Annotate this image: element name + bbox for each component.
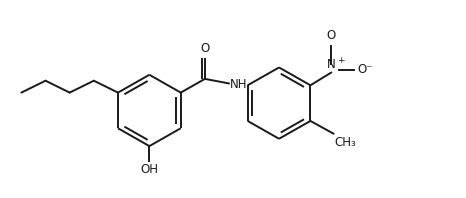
Text: O: O	[327, 29, 336, 42]
Text: NH: NH	[230, 78, 247, 91]
Text: O⁻: O⁻	[357, 63, 372, 76]
Text: CH₃: CH₃	[335, 136, 356, 149]
Text: OH: OH	[140, 164, 158, 176]
Text: O: O	[200, 42, 210, 55]
Text: N: N	[327, 58, 336, 71]
Text: +: +	[337, 56, 345, 65]
